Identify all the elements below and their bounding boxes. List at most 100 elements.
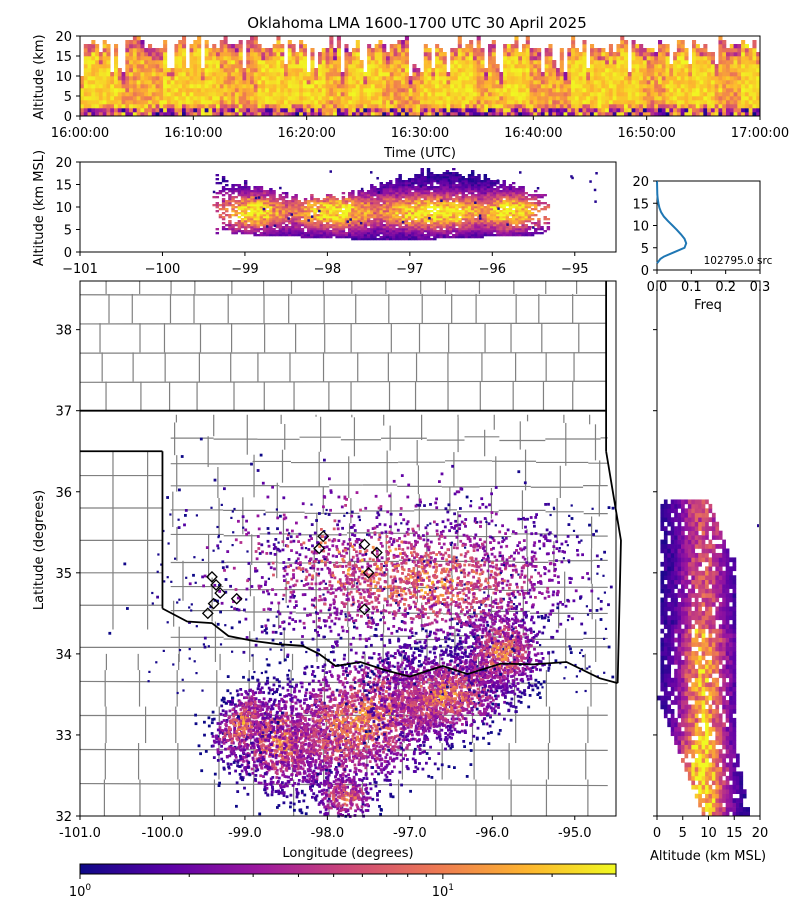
- time-height-cell: [435, 72, 440, 77]
- lon-alt-cell: [253, 188, 257, 191]
- time-height-cell: [170, 80, 175, 85]
- time-height-cell: [246, 84, 251, 89]
- lon-alt-cell: [221, 208, 226, 211]
- lon-alt-cell: [414, 236, 418, 239]
- time-height-cell: [208, 80, 213, 85]
- time-height-cell: [193, 44, 198, 49]
- lon-alt-cell: [433, 208, 437, 211]
- lon-alt-cell: [423, 210, 428, 213]
- lon-alt-cell: [382, 204, 387, 207]
- lon-alt-cell: [439, 188, 443, 191]
- time-height-cell: [148, 96, 153, 101]
- time-height-cell: [110, 112, 115, 117]
- time-height-cell: [608, 92, 613, 97]
- time-height-cell: [310, 104, 315, 109]
- time-height-cell: [593, 92, 598, 97]
- time-height-cell: [514, 72, 519, 77]
- time-height-cell: [370, 64, 375, 69]
- time-height-cell: [208, 52, 213, 57]
- lon-alt-cell: [269, 224, 273, 227]
- time-height-cell: [159, 48, 164, 53]
- time-height-cell: [98, 112, 103, 117]
- lon-alt-cell: [401, 226, 406, 229]
- lon-alt-cell: [322, 226, 327, 229]
- lon-alt-cell: [281, 200, 286, 203]
- lon-alt-cell: [420, 222, 424, 225]
- time-height-cell: [744, 92, 749, 97]
- time-height-cell: [386, 60, 391, 65]
- time-height-cell: [159, 80, 164, 85]
- lon-alt-cell: [243, 204, 248, 207]
- lon-alt-cell: [439, 204, 443, 207]
- lon-alt-cell: [366, 204, 371, 207]
- time-height-cell: [314, 96, 319, 101]
- time-height-cell: [710, 96, 715, 101]
- time-height-cell: [280, 60, 285, 65]
- time-height-cell: [336, 40, 341, 45]
- time-height-cell: [397, 112, 402, 117]
- time-height-cell: [151, 80, 156, 85]
- lon-alt-cell: [385, 208, 390, 211]
- time-height-cell: [348, 80, 353, 85]
- lon-alt-cell: [341, 210, 346, 213]
- time-height-cell: [605, 76, 610, 81]
- time-height-cell: [450, 108, 455, 113]
- lon-alt-cell: [445, 228, 450, 231]
- lon-alt-cell: [433, 204, 437, 207]
- lon-alt-cell: [442, 174, 447, 177]
- time-height-cell: [231, 112, 236, 117]
- lon-alt-cell: [420, 228, 424, 231]
- lon-alt-cell: [329, 212, 333, 215]
- lon-alt-cell: [357, 232, 361, 235]
- lon-alt-cell: [414, 222, 418, 225]
- time-height-cell: [185, 76, 190, 81]
- time-height-cell: [423, 48, 428, 53]
- time-height-cell: [661, 88, 666, 93]
- lon-alt-cell: [253, 216, 257, 219]
- lon-alt-cell: [423, 220, 428, 223]
- time-height-cell: [537, 72, 542, 77]
- time-height-cell: [597, 92, 602, 97]
- time-height-cell: [125, 52, 130, 57]
- time-height-cell: [744, 64, 749, 69]
- time-height-cell: [676, 52, 681, 57]
- time-height-cell: [457, 96, 462, 101]
- lon-alt-cell: [420, 216, 424, 219]
- lon-alt-cell: [445, 212, 450, 215]
- time-height-cell: [714, 112, 719, 117]
- time-height-cell: [132, 40, 137, 45]
- time-height-cell: [454, 52, 459, 57]
- time-height-cell: [397, 44, 402, 49]
- time-height-cell: [476, 108, 481, 113]
- lon-alt-cell: [313, 200, 317, 203]
- time-height-cell: [522, 72, 527, 77]
- time-height-cell: [98, 76, 103, 81]
- time-height-cell: [302, 56, 307, 61]
- lon-alt-cell: [426, 202, 431, 205]
- lon-alt-cell: [388, 190, 393, 193]
- time-height-cell: [435, 64, 440, 69]
- time-height-cell: [737, 100, 742, 105]
- lon-alt-cell: [376, 194, 380, 197]
- time-height-cell: [654, 64, 659, 69]
- lon-alt-cell: [436, 214, 440, 217]
- time-height-cell: [748, 72, 753, 77]
- lon-alt-cell: [253, 234, 257, 237]
- lon-alt-cell: [250, 196, 254, 199]
- lon-alt-cell: [411, 222, 415, 225]
- lon-alt-cell: [259, 212, 264, 215]
- time-height-cell: [680, 56, 685, 61]
- time-height-cell: [707, 72, 712, 77]
- time-height-cell: [265, 108, 270, 113]
- time-height-cell: [370, 100, 375, 105]
- time-height-cell: [223, 96, 228, 101]
- time-height-cell: [503, 64, 508, 69]
- time-height-cell: [744, 60, 749, 65]
- time-height-cell: [302, 72, 307, 77]
- time-height-cell: [287, 104, 292, 109]
- time-height-cell: [352, 56, 357, 61]
- time-height-cell: [321, 88, 326, 93]
- time-height-cell: [280, 104, 285, 109]
- time-height-cell: [166, 88, 171, 93]
- lon-alt-cell: [370, 204, 374, 207]
